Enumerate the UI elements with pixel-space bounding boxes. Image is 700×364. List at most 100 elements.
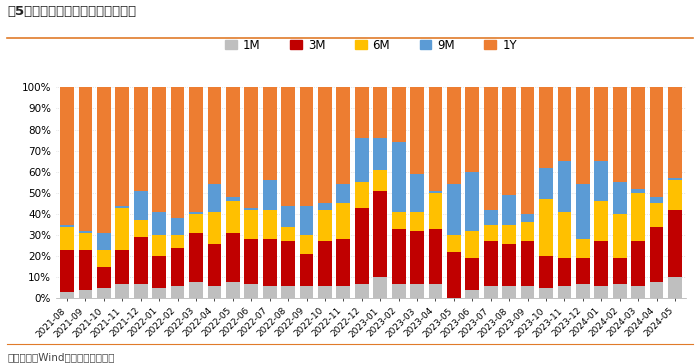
- Bar: [612, 182, 626, 214]
- Bar: [244, 210, 258, 240]
- Text: 资料来源：Wind，天风证券研究所: 资料来源：Wind，天风证券研究所: [7, 352, 115, 362]
- Bar: [78, 250, 92, 290]
- Bar: [484, 225, 498, 241]
- Bar: [207, 87, 221, 185]
- Bar: [631, 286, 645, 298]
- Bar: [373, 87, 387, 138]
- Bar: [447, 235, 461, 252]
- Bar: [97, 87, 111, 233]
- Bar: [189, 233, 203, 282]
- Bar: [300, 235, 314, 254]
- Bar: [392, 284, 405, 298]
- Bar: [392, 229, 405, 284]
- Bar: [484, 210, 498, 225]
- Bar: [60, 87, 74, 225]
- Bar: [262, 180, 276, 210]
- Bar: [300, 254, 314, 286]
- Bar: [447, 252, 461, 298]
- Bar: [466, 290, 480, 298]
- Bar: [116, 206, 130, 208]
- Bar: [576, 258, 589, 284]
- Bar: [612, 87, 626, 182]
- Bar: [484, 87, 498, 210]
- Bar: [428, 87, 442, 191]
- Bar: [171, 248, 185, 286]
- Bar: [134, 87, 148, 191]
- Bar: [539, 288, 553, 298]
- Bar: [521, 286, 535, 298]
- Bar: [318, 286, 332, 298]
- Bar: [318, 203, 332, 210]
- Bar: [244, 240, 258, 284]
- Bar: [337, 185, 350, 203]
- Bar: [281, 286, 295, 298]
- Bar: [226, 201, 239, 233]
- Bar: [373, 138, 387, 170]
- Bar: [539, 256, 553, 288]
- Bar: [171, 235, 185, 248]
- Bar: [373, 170, 387, 191]
- Bar: [539, 167, 553, 199]
- Bar: [447, 185, 461, 235]
- Bar: [116, 284, 130, 298]
- Bar: [134, 191, 148, 220]
- Bar: [410, 174, 424, 212]
- Bar: [392, 87, 405, 142]
- Bar: [410, 87, 424, 174]
- Bar: [189, 212, 203, 214]
- Bar: [97, 267, 111, 288]
- Bar: [318, 210, 332, 241]
- Bar: [668, 87, 682, 178]
- Bar: [410, 212, 424, 231]
- Bar: [410, 284, 424, 298]
- Bar: [466, 87, 480, 172]
- Bar: [428, 284, 442, 298]
- Bar: [262, 240, 276, 286]
- Bar: [116, 250, 130, 284]
- Bar: [612, 214, 626, 258]
- Bar: [668, 277, 682, 298]
- Bar: [244, 284, 258, 298]
- Bar: [207, 244, 221, 286]
- Legend: 1M, 3M, 6M, 9M, 1Y: 1M, 3M, 6M, 9M, 1Y: [220, 34, 522, 56]
- Bar: [78, 231, 92, 233]
- Bar: [539, 87, 553, 167]
- Bar: [650, 87, 664, 197]
- Bar: [576, 284, 589, 298]
- Bar: [503, 195, 516, 225]
- Bar: [466, 258, 480, 290]
- Bar: [355, 138, 369, 182]
- Bar: [668, 178, 682, 180]
- Bar: [503, 87, 516, 195]
- Bar: [262, 286, 276, 298]
- Bar: [189, 282, 203, 298]
- Bar: [355, 208, 369, 284]
- Bar: [484, 286, 498, 298]
- Bar: [594, 87, 608, 161]
- Bar: [300, 87, 314, 206]
- Bar: [153, 256, 166, 288]
- Bar: [116, 208, 130, 250]
- Bar: [97, 288, 111, 298]
- Bar: [226, 282, 239, 298]
- Bar: [503, 286, 516, 298]
- Bar: [594, 201, 608, 241]
- Bar: [60, 225, 74, 227]
- Bar: [410, 231, 424, 284]
- Bar: [557, 87, 571, 161]
- Bar: [355, 284, 369, 298]
- Bar: [153, 235, 166, 256]
- Bar: [557, 286, 571, 298]
- Text: 图5：不同期限的同业存单发行占比: 图5：不同期限的同业存单发行占比: [7, 5, 136, 19]
- Bar: [428, 229, 442, 284]
- Bar: [631, 193, 645, 241]
- Bar: [171, 87, 185, 218]
- Bar: [650, 227, 664, 282]
- Bar: [428, 191, 442, 193]
- Bar: [116, 87, 130, 206]
- Bar: [97, 233, 111, 250]
- Bar: [207, 185, 221, 212]
- Bar: [134, 237, 148, 284]
- Bar: [207, 286, 221, 298]
- Bar: [207, 212, 221, 244]
